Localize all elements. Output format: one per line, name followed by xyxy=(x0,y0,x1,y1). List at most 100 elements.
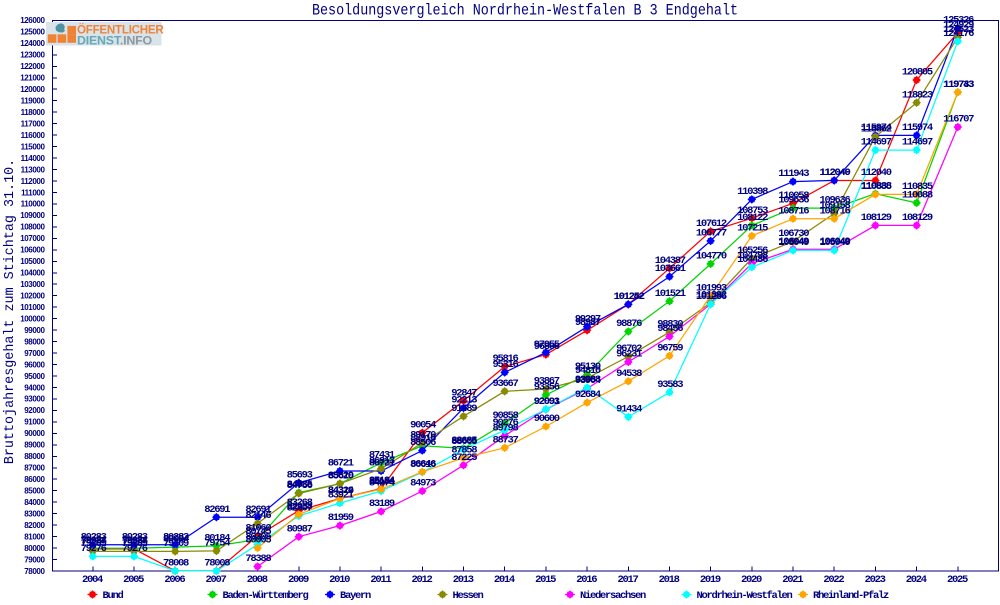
svg-text:121000: 121000 xyxy=(20,74,45,83)
svg-text:118000: 118000 xyxy=(21,108,46,117)
svg-text:100000: 100000 xyxy=(20,314,45,323)
svg-text:107000: 107000 xyxy=(20,234,45,243)
svg-text:86913: 86913 xyxy=(369,455,395,467)
svg-text:108122: 108122 xyxy=(737,212,768,224)
svg-text:2024: 2024 xyxy=(906,574,927,586)
svg-text:93867: 93867 xyxy=(534,376,560,388)
svg-text:78000: 78000 xyxy=(24,567,45,576)
svg-text:83268: 83268 xyxy=(287,497,313,509)
svg-text:84324: 84324 xyxy=(328,485,354,497)
svg-text:94810: 94810 xyxy=(575,365,601,377)
svg-text:110088: 110088 xyxy=(902,190,933,202)
svg-text:83000: 83000 xyxy=(24,509,45,518)
svg-text:112040: 112040 xyxy=(861,167,892,179)
svg-text:80000: 80000 xyxy=(24,544,45,553)
svg-text:96866: 96866 xyxy=(534,341,560,353)
svg-text:91489: 91489 xyxy=(451,403,477,415)
svg-text:120000: 120000 xyxy=(20,85,45,94)
svg-text:101000: 101000 xyxy=(20,303,45,312)
svg-text:2007: 2007 xyxy=(206,574,227,586)
svg-text:105256: 105256 xyxy=(737,245,768,257)
svg-text:2013: 2013 xyxy=(453,574,474,586)
svg-text:104486: 104486 xyxy=(737,254,768,266)
svg-text:116000: 116000 xyxy=(21,131,46,140)
svg-text:79709: 79709 xyxy=(81,538,107,550)
svg-text:112000: 112000 xyxy=(21,177,46,186)
svg-text:101993: 101993 xyxy=(696,282,727,294)
svg-text:88000: 88000 xyxy=(24,452,45,461)
svg-text:Niedersachsen: Niedersachsen xyxy=(580,590,646,600)
svg-text:114697: 114697 xyxy=(861,137,892,149)
svg-text:118823: 118823 xyxy=(902,89,933,101)
svg-text:92213: 92213 xyxy=(451,395,477,407)
svg-text:79984: 79984 xyxy=(81,535,107,547)
svg-text:101252: 101252 xyxy=(614,291,645,303)
svg-text:88685: 88685 xyxy=(451,435,477,447)
svg-text:115862: 115862 xyxy=(861,123,892,135)
svg-text:79276: 79276 xyxy=(122,543,148,555)
svg-text:111000: 111000 xyxy=(21,188,45,197)
svg-text:98876: 98876 xyxy=(616,318,642,330)
svg-text:80305: 80305 xyxy=(245,531,271,543)
svg-text:82938: 82938 xyxy=(287,501,313,513)
svg-text:78008: 78008 xyxy=(204,558,230,570)
svg-text:113000: 113000 xyxy=(21,165,46,174)
svg-text:105949: 105949 xyxy=(778,237,809,249)
svg-text:80987: 80987 xyxy=(287,523,313,535)
svg-text:80184: 80184 xyxy=(204,533,230,545)
svg-text:80745: 80745 xyxy=(245,526,271,538)
svg-text:104000: 104000 xyxy=(20,269,45,278)
svg-text:109636: 109636 xyxy=(778,195,809,207)
svg-text:108716: 108716 xyxy=(778,205,809,217)
svg-text:88605: 88605 xyxy=(451,436,477,448)
svg-text:95130: 95130 xyxy=(575,361,601,373)
svg-text:2022: 2022 xyxy=(823,574,844,586)
svg-text:84835: 84835 xyxy=(287,479,313,491)
svg-text:105000: 105000 xyxy=(20,257,45,266)
svg-text:2011: 2011 xyxy=(370,574,391,586)
svg-text:91434: 91434 xyxy=(616,404,642,416)
svg-text:115000: 115000 xyxy=(21,142,46,151)
svg-text:92684: 92684 xyxy=(575,389,601,401)
svg-text:103000: 103000 xyxy=(20,280,45,289)
svg-text:79709: 79709 xyxy=(163,538,189,550)
svg-text:96759: 96759 xyxy=(657,342,683,354)
svg-text:80283: 80283 xyxy=(122,531,148,543)
svg-text:110398: 110398 xyxy=(737,186,768,198)
svg-text:102000: 102000 xyxy=(20,292,45,301)
svg-text:93667: 93667 xyxy=(492,378,518,390)
svg-text:90858: 90858 xyxy=(492,410,518,422)
svg-text:98830: 98830 xyxy=(657,319,683,331)
svg-text:92000: 92000 xyxy=(24,406,45,415)
svg-text:89000: 89000 xyxy=(24,441,45,450)
svg-text:79927: 79927 xyxy=(122,536,148,548)
svg-text:106049: 106049 xyxy=(778,236,809,248)
svg-text:110888: 110888 xyxy=(861,180,892,192)
svg-text:79276: 79276 xyxy=(81,543,107,555)
svg-text:97055: 97055 xyxy=(534,339,560,351)
svg-text:88916: 88916 xyxy=(410,432,436,444)
svg-text:108129: 108129 xyxy=(902,212,933,224)
svg-text:Bund: Bund xyxy=(103,590,124,600)
svg-text:78388: 78388 xyxy=(245,553,271,565)
svg-text:126000: 126000 xyxy=(20,16,45,25)
svg-text:85693: 85693 xyxy=(287,469,313,481)
svg-text:95316: 95316 xyxy=(492,359,518,371)
svg-text:120805: 120805 xyxy=(902,67,933,79)
svg-text:101521: 101521 xyxy=(655,288,686,300)
svg-text:110835: 110835 xyxy=(861,181,892,193)
svg-text:82691: 82691 xyxy=(245,504,271,516)
svg-text:104798: 104798 xyxy=(737,250,768,262)
svg-text:115974: 115974 xyxy=(861,122,892,134)
svg-text:ÖFFENTLICHER: ÖFFENTLICHER xyxy=(77,24,164,37)
svg-text:119733: 119733 xyxy=(943,79,974,91)
svg-text:96702: 96702 xyxy=(616,343,642,355)
svg-text:85134: 85134 xyxy=(369,476,395,488)
svg-text:80005: 80005 xyxy=(245,535,271,547)
svg-text:108000: 108000 xyxy=(20,223,45,232)
svg-text:2009: 2009 xyxy=(288,574,309,586)
svg-text:109158: 109158 xyxy=(819,200,850,212)
svg-text:89798: 89798 xyxy=(492,422,518,434)
svg-text:2008: 2008 xyxy=(247,574,268,586)
svg-text:82807: 82807 xyxy=(287,503,313,515)
